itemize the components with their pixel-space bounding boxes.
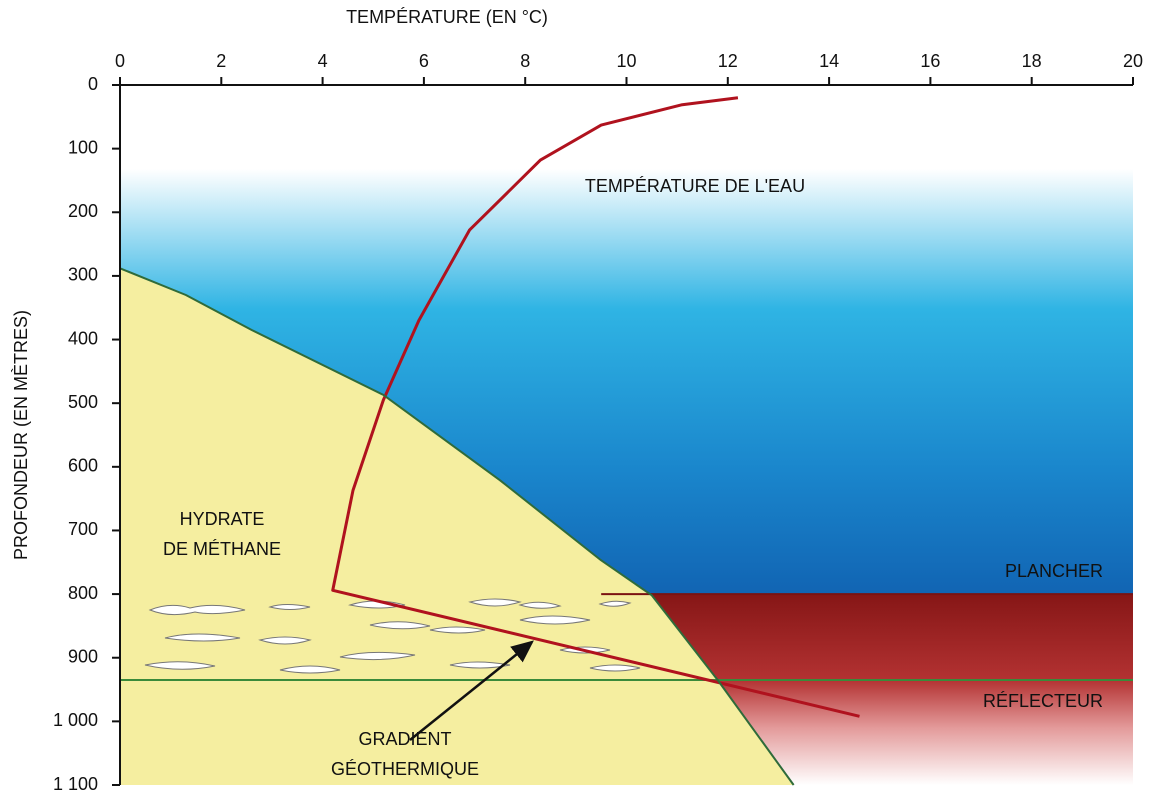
x-tick-label: 4 [318, 51, 328, 71]
y-tick-label: 1 000 [53, 710, 98, 730]
y-tick-label: 900 [68, 646, 98, 666]
hydrate-region [120, 268, 794, 786]
y-tick-label: 300 [68, 265, 98, 285]
y-tick-label: 400 [68, 328, 98, 348]
x-tick-label: 6 [419, 51, 429, 71]
reference-label: RÉFLECTEUR [983, 691, 1103, 711]
x-tick-label: 12 [718, 51, 738, 71]
x-tick-label: 2 [216, 51, 226, 71]
y-tick-label: 100 [68, 137, 98, 157]
x-axis-label: TEMPÉRATURE (EN °C) [346, 7, 548, 27]
y-tick-label: 500 [68, 392, 98, 412]
x-tick-label: 20 [1123, 51, 1143, 71]
annotation: GRADIENT [358, 729, 451, 749]
reference-label: PLANCHER [1005, 561, 1103, 581]
x-tick-label: 16 [920, 51, 940, 71]
x-tick-label: 14 [819, 51, 839, 71]
annotation: DE MÉTHANE [163, 539, 281, 559]
y-tick-label: 700 [68, 519, 98, 539]
y-tick-label: 200 [68, 201, 98, 221]
y-tick-label: 0 [88, 74, 98, 94]
y-axis-label: PROFONDEUR (EN MÈTRES) [11, 310, 31, 560]
y-tick-label: 800 [68, 583, 98, 603]
stability-boundary [119, 267, 795, 786]
x-tick-label: 0 [115, 51, 125, 71]
x-tick-label: 8 [520, 51, 530, 71]
annotation: TEMPÉRATURE DE L'EAU [585, 176, 805, 196]
x-tick-label: 10 [616, 51, 636, 71]
x-tick-label: 18 [1022, 51, 1042, 71]
y-tick-label: 600 [68, 456, 98, 476]
annotation: GÉOTHERMIQUE [331, 759, 479, 779]
y-tick-label: 1 100 [53, 774, 98, 794]
annotation-arrow [409, 640, 534, 741]
temperature-line [331, 96, 860, 718]
annotation: HYDRATE [180, 509, 265, 529]
